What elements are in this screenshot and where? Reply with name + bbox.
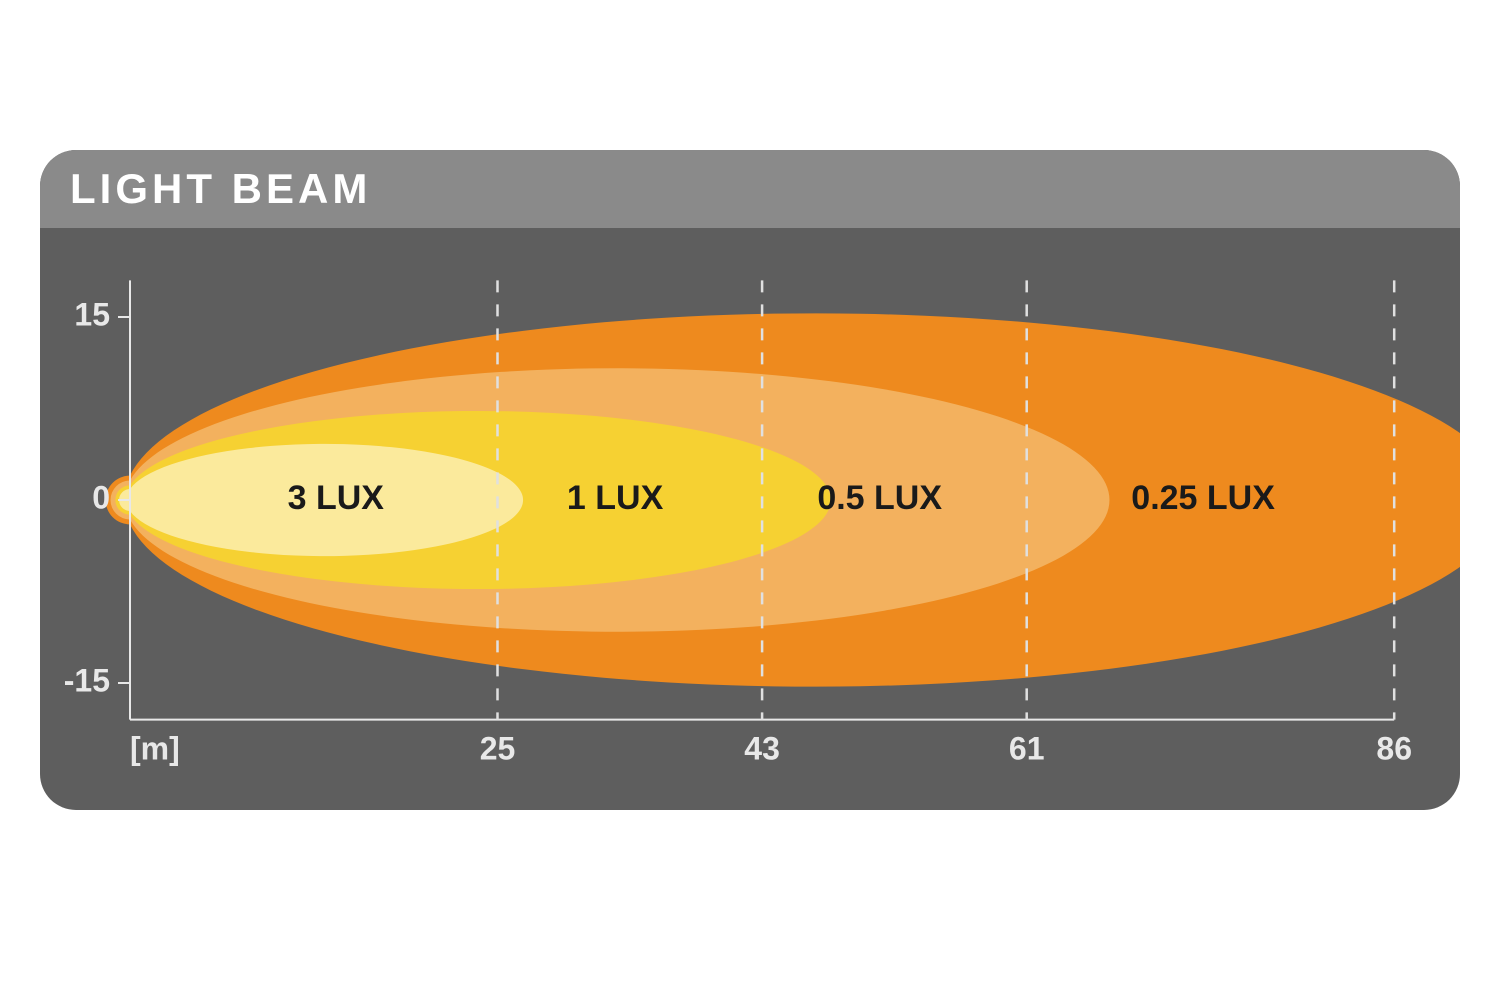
ytick-label-15: 15 bbox=[74, 296, 110, 332]
xtick-label-25: 25 bbox=[480, 731, 516, 767]
xtick-label-86: 86 bbox=[1376, 731, 1412, 767]
panel-header: LIGHT BEAM bbox=[40, 150, 1460, 228]
unit-label: [m] bbox=[130, 731, 180, 767]
light-beam-panel: LIGHT BEAM 15 0 -15 25 43 61 86 [m] 0.25 LUX 0.5 … bbox=[40, 150, 1460, 810]
panel-title: LIGHT BEAM bbox=[70, 165, 371, 213]
zone-0.25-lux-label: 0.25 LUX bbox=[1131, 479, 1275, 517]
light-beam-diagram: 15 0 -15 25 43 61 86 [m] 0.25 LUX 0.5 LUX 1 LUX 3 L… bbox=[40, 150, 1460, 810]
zone-0.5-lux-label: 0.5 LUX bbox=[817, 479, 942, 517]
ytick-label-0: 0 bbox=[92, 479, 110, 515]
xtick-label-61: 61 bbox=[1009, 731, 1045, 767]
zone-3-lux-label: 3 LUX bbox=[288, 479, 385, 517]
zone-1-lux-label: 1 LUX bbox=[567, 479, 664, 517]
ytick-label--15: -15 bbox=[64, 662, 110, 698]
xtick-label-43: 43 bbox=[744, 731, 780, 767]
